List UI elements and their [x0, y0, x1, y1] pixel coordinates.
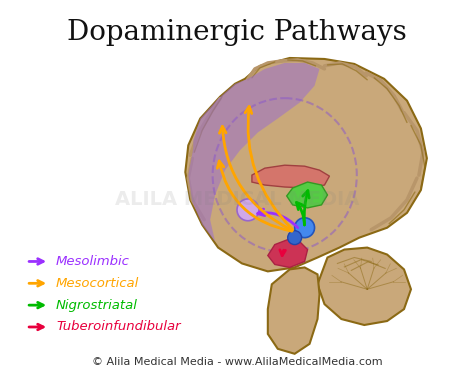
Text: ALILA MEDICAL MEDIA: ALILA MEDICAL MEDIA — [115, 190, 359, 210]
Circle shape — [288, 231, 301, 244]
Circle shape — [295, 218, 315, 238]
Polygon shape — [185, 58, 427, 271]
Text: Nigrostriatal: Nigrostriatal — [56, 299, 138, 312]
Text: Dopaminergic Pathways: Dopaminergic Pathways — [67, 19, 407, 46]
Text: Mesolimbic: Mesolimbic — [56, 255, 130, 268]
Circle shape — [237, 199, 259, 221]
Polygon shape — [188, 63, 319, 242]
Polygon shape — [252, 165, 329, 188]
Text: Tuberoinfundibular: Tuberoinfundibular — [56, 321, 181, 334]
Polygon shape — [287, 182, 328, 208]
Polygon shape — [268, 268, 319, 354]
Polygon shape — [268, 240, 308, 268]
Text: © Alila Medical Media - www.AlilaMedicalMedia.com: © Alila Medical Media - www.AlilaMedical… — [91, 357, 383, 367]
Polygon shape — [318, 247, 411, 325]
Text: Mesocortical: Mesocortical — [56, 277, 139, 290]
